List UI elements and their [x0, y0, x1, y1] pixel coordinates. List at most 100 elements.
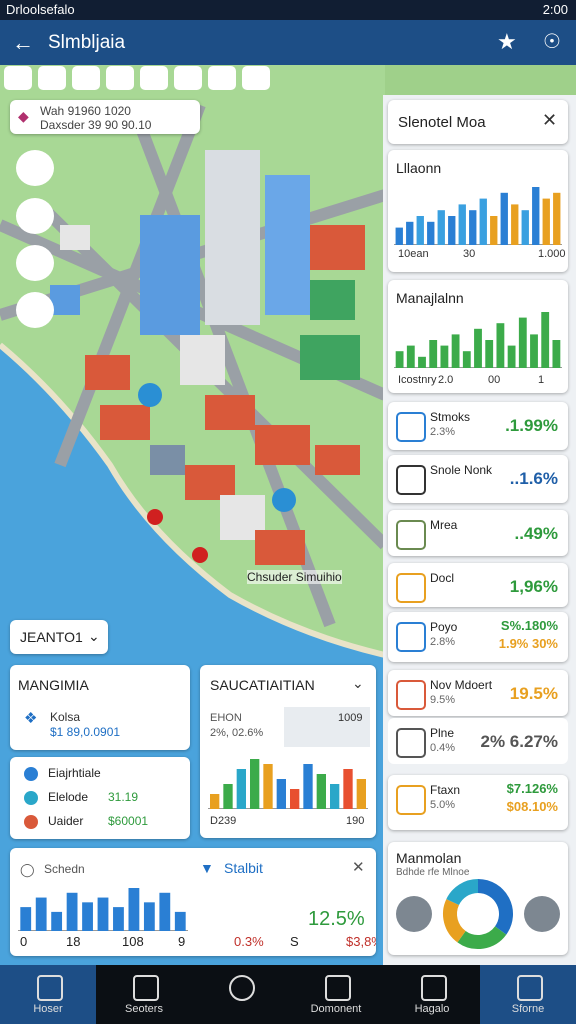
nav-label: Hoser: [33, 1003, 63, 1015]
item-icon: [396, 680, 426, 710]
axis-label: $3,8%: [346, 934, 376, 949]
axis-label: Icostnry: [398, 374, 437, 386]
nav-icon: [517, 975, 543, 1001]
donut-slice: [446, 879, 479, 906]
bar: [343, 769, 353, 809]
chevron: ⌄: [88, 628, 100, 644]
bar: [113, 907, 124, 931]
axis-label: 1.000: [538, 248, 566, 260]
bar: [541, 312, 550, 368]
item-icon: [396, 728, 426, 758]
close-button[interactable]: ✕: [542, 110, 558, 130]
tool-icon[interactable]: [72, 66, 100, 90]
legend-dot: [24, 767, 38, 781]
card-line: 2%, 02.6%: [210, 727, 264, 739]
tool-icon[interactable]: [4, 66, 32, 90]
tool-icon[interactable]: [208, 66, 236, 90]
bar: [530, 334, 538, 368]
item-value: $7.126%: [506, 781, 558, 796]
map-button[interactable]: [16, 292, 54, 328]
item-card: Docl 1,96%: [388, 563, 568, 607]
nav-tab[interactable]: Seoters: [96, 965, 192, 1024]
nav-tab[interactable]: Domonent: [288, 965, 384, 1024]
back-button[interactable]: ←: [12, 30, 34, 55]
card-title: Lllaonn: [396, 160, 442, 176]
stats-card: ◯ Schedn ▼ Stalbit ✕ 12.5% 0 18 108 9 0.3% S $…: [10, 848, 376, 956]
tool-icon[interactable]: [242, 66, 270, 90]
axis-label: 1: [538, 374, 545, 386]
map-button[interactable]: [16, 150, 54, 186]
chart-card: Manajlalnn Icostnry 2.0 00 1: [388, 280, 568, 393]
panel-title: Slenotel Moa: [398, 114, 486, 131]
item-value: ..49%: [514, 524, 558, 543]
card-title: Schedn: [44, 862, 85, 876]
nav-tab[interactable]: Hagalo: [384, 965, 480, 1024]
item-icon: [396, 520, 426, 550]
chevron[interactable]: ⌄: [352, 675, 364, 691]
axis-label: 18: [66, 934, 81, 949]
bar: [418, 356, 426, 368]
bar: [429, 340, 438, 368]
item-card: Plne 0.4% 2% 6.27%: [388, 718, 568, 764]
donut-chart: [396, 879, 560, 949]
bar: [458, 204, 466, 245]
chart-card: SAUCATIAITIAN ⌄ EHON 2%, 02.6% 1009 D239…: [200, 665, 376, 838]
bar: [290, 789, 300, 809]
bar: [474, 328, 482, 368]
axis-label: S: [290, 934, 299, 949]
card-title: ◯: [20, 862, 35, 877]
info-card: MANGIMIA ❖ Kolsa $1 89,0.0901: [10, 665, 190, 750]
bar: [143, 902, 155, 931]
bar: [303, 764, 313, 809]
nav-icon: [133, 975, 159, 1001]
map-button[interactable]: [16, 245, 54, 281]
item-value: .1.99%: [505, 416, 558, 435]
app-bar: ← Slmbljaia ★ ☉: [0, 20, 576, 65]
bar: [356, 779, 366, 809]
bar: [250, 759, 260, 809]
legend-dot: [24, 815, 38, 829]
bar: [462, 351, 471, 368]
item-value: 1.9% 30%: [498, 636, 558, 651]
bar: [236, 769, 246, 809]
bar: [406, 345, 415, 368]
legend-name: Uaider: [48, 814, 84, 828]
nav-label: Sforne: [511, 1003, 545, 1015]
item-card: Stmoks 2.3% .1.99%: [388, 402, 568, 450]
axis-label: 00: [488, 374, 501, 386]
item-icon: [396, 622, 426, 652]
bar: [469, 210, 477, 245]
legend-name: Elelode: [48, 790, 89, 804]
tool-icon[interactable]: [140, 66, 168, 90]
tool-icon[interactable]: [106, 66, 134, 90]
item-card: Ftaxn 5.0% $7.126% $08.10%: [388, 775, 568, 830]
big-value: 12.5%: [308, 908, 365, 930]
legend-dot: [24, 791, 38, 805]
nav-tab[interactable]: Sforne: [480, 965, 576, 1024]
bar: [416, 216, 424, 245]
dropdown[interactable]: JEANTO1 ⌄: [10, 620, 108, 654]
item-icon: [396, 785, 426, 815]
donut-slice: [443, 899, 467, 943]
bar: [427, 221, 435, 245]
map-button[interactable]: [16, 198, 54, 234]
item-name: Nov Mdoert: [430, 678, 493, 692]
nav-icon: [325, 975, 351, 1001]
app-title: Slmbljaia: [48, 32, 126, 53]
profile-button[interactable]: ☉: [543, 31, 561, 53]
tool-icon[interactable]: [174, 66, 202, 90]
nav-tab[interactable]: [192, 965, 288, 1024]
axis-label: 30: [463, 248, 476, 260]
map-toolbar: [4, 66, 314, 92]
legend-value: $60001: [108, 814, 149, 828]
item-icon: [396, 412, 426, 442]
item-name: Mrea: [430, 518, 458, 532]
nav-tab[interactable]: Hoser: [0, 965, 96, 1024]
item-card: Nov Mdoert 9.5% 19.5%: [388, 670, 568, 716]
tool-icon[interactable]: [38, 66, 66, 90]
star-button[interactable]: ★: [497, 29, 517, 54]
mini-chart: [208, 759, 368, 809]
nav-icon: [229, 975, 255, 1001]
close-button[interactable]: ✕: [352, 859, 365, 876]
axis-label: 9: [178, 934, 186, 949]
